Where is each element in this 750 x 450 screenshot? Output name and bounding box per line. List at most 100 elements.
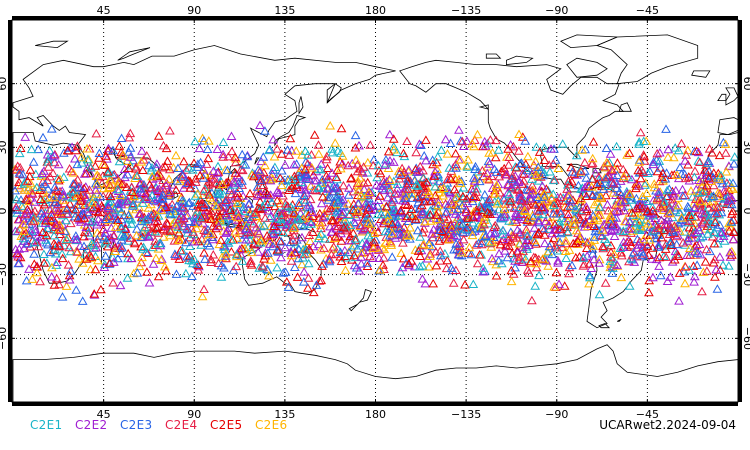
- observation-marker: [221, 210, 232, 220]
- observation-marker: [42, 258, 52, 267]
- observation-marker: [715, 252, 725, 261]
- observation-marker: [595, 230, 606, 239]
- observation-marker: [332, 244, 343, 253]
- observation-marker: [511, 162, 522, 172]
- observation-marker: [398, 195, 408, 205]
- observation-marker: [478, 263, 489, 272]
- observation-marker: [256, 156, 266, 166]
- observation-marker: [402, 211, 413, 221]
- observation-marker: [362, 157, 373, 167]
- observation-marker: [575, 214, 586, 224]
- observation-marker: [265, 175, 276, 185]
- observation-marker: [555, 206, 566, 215]
- observation-marker: [174, 254, 185, 263]
- observation-marker: [174, 214, 184, 224]
- observation-marker: [353, 185, 364, 194]
- observation-marker: [485, 135, 496, 144]
- observation-marker: [190, 136, 200, 146]
- observation-marker: [491, 167, 502, 176]
- observation-marker: [658, 251, 669, 260]
- observation-marker: [469, 141, 479, 151]
- observation-marker: [281, 222, 292, 231]
- observation-marker: [507, 216, 518, 226]
- observation-marker: [498, 213, 508, 222]
- observation-marker: [218, 137, 229, 146]
- observation-marker: [152, 171, 162, 180]
- observation-marker: [184, 163, 194, 172]
- observation-marker: [484, 237, 494, 247]
- observation-marker: [633, 165, 644, 175]
- observation-marker: [115, 190, 126, 200]
- observation-marker: [343, 198, 354, 208]
- observation-marker: [273, 188, 284, 197]
- observation-marker: [377, 242, 388, 252]
- observation-marker: [679, 190, 690, 199]
- observation-marker: [429, 171, 440, 180]
- observation-marker: [253, 247, 264, 256]
- observation-marker: [546, 144, 556, 153]
- observation-marker: [627, 195, 637, 204]
- observation-marker: [373, 195, 384, 204]
- observation-marker: [472, 258, 483, 268]
- observation-marker: [708, 180, 719, 190]
- tick-labels: 45459090135135180180−135−135−90−90−45−45…: [0, 4, 750, 421]
- observation-marker: [158, 175, 169, 184]
- observation-marker: [462, 162, 473, 171]
- observation-marker: [199, 248, 209, 257]
- observation-marker: [713, 188, 723, 197]
- observation-marker: [61, 234, 72, 244]
- observation-marker: [484, 194, 495, 204]
- observation-marker: [325, 120, 336, 130]
- lat-tick-label: 60: [741, 77, 750, 91]
- observation-marker: [58, 190, 69, 200]
- observation-marker: [587, 248, 598, 258]
- observation-marker: [603, 205, 614, 215]
- observation-marker: [160, 261, 170, 271]
- observation-marker: [484, 148, 494, 157]
- observation-marker: [87, 216, 98, 226]
- observation-marker: [480, 141, 491, 150]
- observation-marker: [49, 230, 59, 240]
- observation-marker: [635, 173, 646, 183]
- observation-marker: [438, 190, 448, 200]
- observation-marker: [725, 247, 735, 257]
- observation-marker: [389, 188, 400, 198]
- observation-marker: [691, 240, 702, 249]
- observation-marker: [62, 209, 73, 218]
- lat-tick-label: −60: [0, 327, 9, 350]
- observation-marker: [61, 281, 72, 290]
- observation-marker: [110, 246, 120, 255]
- observation-marker: [368, 243, 379, 252]
- observation-marker: [120, 224, 131, 233]
- observation-marker: [493, 179, 504, 189]
- observation-marker: [515, 158, 526, 168]
- observation-marker: [462, 198, 473, 208]
- observation-marker: [255, 204, 265, 213]
- observation-marker: [295, 208, 306, 217]
- observation-marker: [495, 239, 506, 249]
- observation-marker: [23, 238, 33, 248]
- observation-marker: [231, 261, 242, 271]
- observation-marker: [534, 270, 544, 280]
- observation-marker: [313, 183, 324, 192]
- observation-marker: [144, 232, 155, 241]
- observation-marker: [720, 139, 731, 148]
- observation-marker: [601, 190, 611, 200]
- observation-marker: [307, 227, 318, 236]
- lat-tick-label: 60: [0, 77, 9, 91]
- observation-marker: [65, 218, 76, 228]
- observation-marker: [50, 248, 61, 258]
- observation-marker: [564, 268, 574, 278]
- observation-marker: [569, 214, 579, 224]
- observation-marker: [563, 209, 574, 219]
- observation-marker: [90, 185, 101, 194]
- observation-marker: [308, 241, 319, 251]
- observation-marker: [122, 156, 132, 165]
- observation-marker: [454, 250, 464, 259]
- observation-marker: [108, 145, 118, 155]
- observation-marker: [478, 141, 488, 151]
- observation-marker: [673, 218, 684, 228]
- observation-marker: [533, 162, 544, 171]
- observation-marker: [38, 132, 48, 142]
- observation-marker: [225, 205, 236, 214]
